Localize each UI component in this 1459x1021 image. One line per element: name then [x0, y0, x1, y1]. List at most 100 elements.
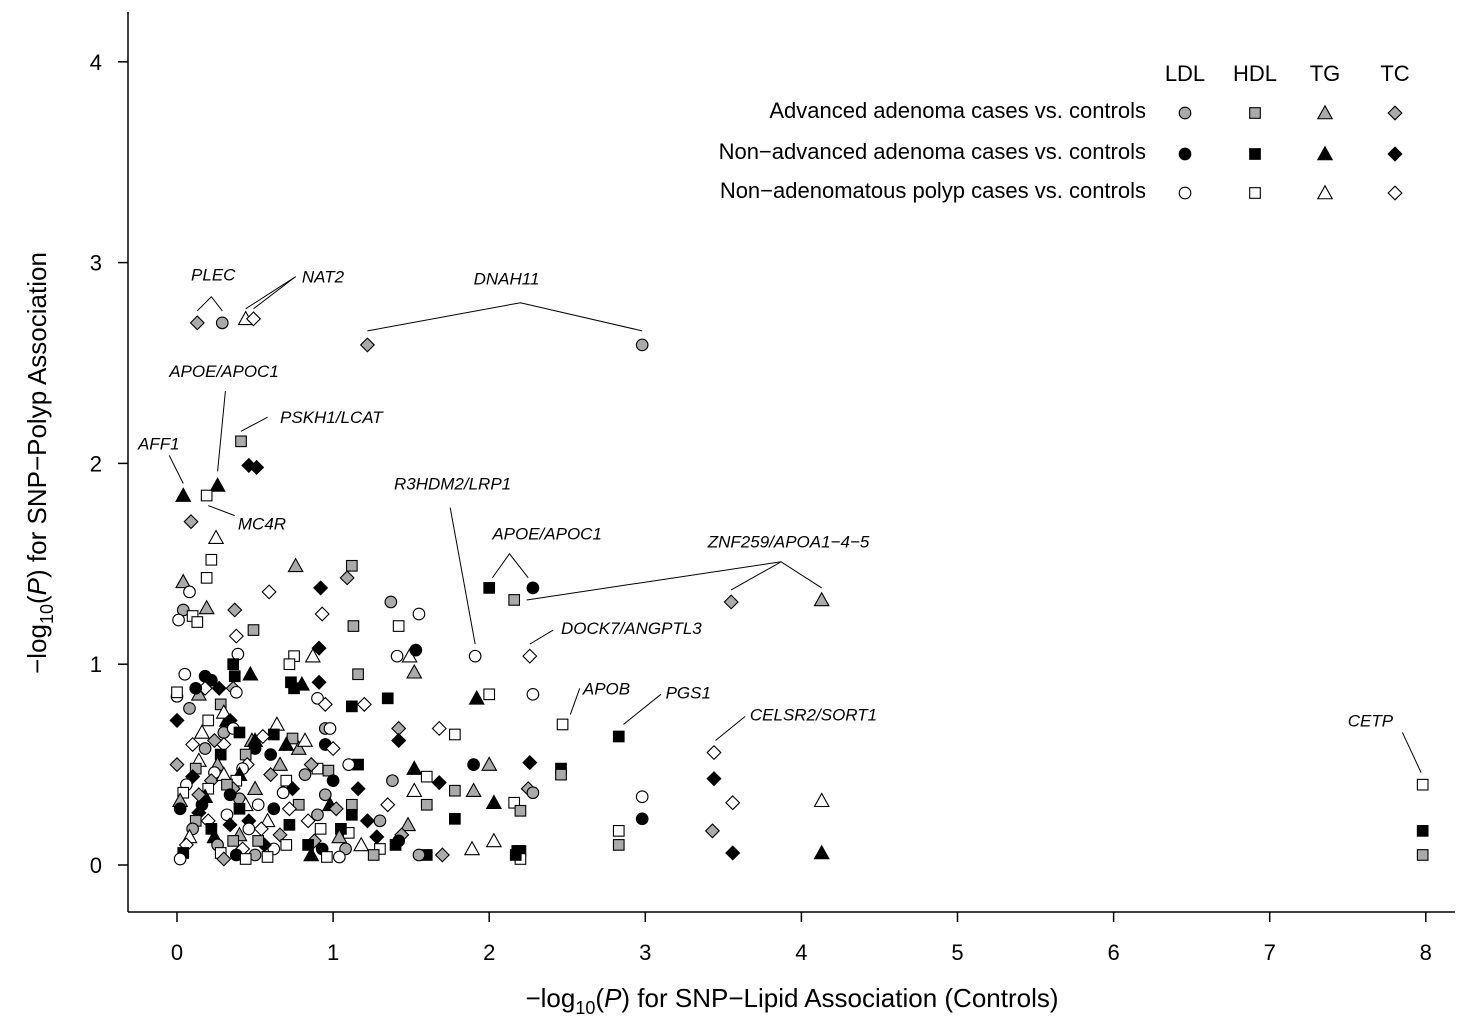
point-tg [278, 736, 295, 751]
point-tg [293, 675, 311, 691]
point-hdl [483, 688, 496, 701]
point-ldl [635, 790, 649, 804]
point-hdl [200, 572, 213, 584]
point-tc [317, 696, 333, 712]
point-ldl [298, 768, 312, 781]
point-ldl [468, 649, 482, 663]
point-hdl [233, 726, 246, 739]
point-tg [399, 816, 417, 832]
point-ldl [386, 774, 399, 788]
point-tc [300, 813, 316, 829]
point-ldl [412, 848, 426, 862]
gene-annotations: PLEC NAT2 DNAH11 APOE/APOC1 PSKH1/LCAT AFF1 MC… [137, 266, 1422, 773]
point-hdl [233, 802, 246, 815]
gene-label: PLEC [191, 266, 236, 285]
point-tc [263, 767, 279, 783]
point-tg [353, 836, 370, 852]
point-hdl [292, 798, 305, 811]
point-tg [463, 840, 481, 856]
point-ldl [172, 613, 185, 627]
legend-marker-circle [1178, 147, 1192, 161]
point-tg [290, 740, 307, 755]
point-tg [331, 828, 348, 844]
point-ldl [467, 758, 480, 771]
point-tc [369, 829, 385, 845]
point-hdl [347, 620, 360, 632]
point-tg [246, 780, 264, 796]
point-tc [350, 781, 366, 797]
point-tc [328, 801, 344, 817]
point-ldl [267, 802, 281, 816]
point-hdl [612, 825, 625, 837]
gene-label: AFF1 [137, 434, 180, 453]
point-hdl [202, 782, 215, 795]
point-tg [259, 812, 276, 828]
point-tc [434, 847, 450, 863]
point-tg [485, 794, 503, 810]
point-tg [304, 647, 321, 663]
point-tc [272, 827, 288, 843]
point-tc [725, 845, 741, 861]
leader-line [529, 629, 554, 645]
point-ldl [264, 748, 278, 761]
point-tc [227, 602, 243, 618]
point-tc [339, 570, 355, 586]
point-hdl [345, 798, 358, 811]
axes: 0 1 2 3 4 5 6 7 8 0 1 2 3 4 [90, 12, 1455, 965]
point-hdl [214, 748, 227, 761]
point-tc [359, 337, 376, 353]
point-hdl [514, 804, 527, 817]
point-hdl [280, 839, 293, 851]
x-axis-title: −log10(P) for SNP−Lipid Association (Con… [525, 983, 1058, 1018]
gene-label: R3HDM2/LRP1 [394, 475, 511, 494]
gene-label: DOCK7/ANGPTL3 [561, 619, 702, 638]
gene-label: APOE/APOC1 [168, 362, 279, 381]
point-tc [303, 757, 319, 773]
legend-column-header: HDL [1233, 61, 1277, 86]
point-ldl [183, 702, 196, 715]
point-hdl [214, 698, 227, 711]
point-ldl [326, 774, 340, 788]
point-tc [169, 757, 185, 773]
point-ldl [526, 786, 540, 800]
point-tc [706, 744, 722, 761]
legend-marker-square [1249, 148, 1261, 160]
point-ldl [173, 802, 187, 816]
point-hdl [374, 843, 386, 855]
point-tg [198, 599, 215, 615]
gene-label: ZNF259/APOA1−4−5 [707, 533, 870, 552]
point-ldl [242, 822, 256, 836]
point-hdl [449, 784, 461, 797]
point-hdl [555, 768, 567, 781]
point-ldl [178, 667, 192, 681]
point-tg [303, 846, 320, 862]
point-tc [725, 795, 741, 811]
legend-column-header: TG [1310, 61, 1341, 86]
point-tc [228, 628, 244, 644]
point-tg [813, 792, 830, 808]
point-tg [268, 716, 286, 731]
point-tg [242, 665, 259, 681]
point-ldl [412, 607, 426, 621]
point-hdl [367, 849, 380, 861]
point-ldl [390, 649, 404, 663]
point-ldl [204, 673, 218, 687]
point-hdl [239, 853, 252, 865]
point-tc [325, 740, 341, 757]
x-tick-label: 7 [1264, 940, 1276, 965]
point-hdl [483, 582, 496, 594]
point-tg [246, 732, 264, 747]
point-hdl [508, 594, 521, 606]
point-hdl [267, 728, 280, 741]
point-hdl [392, 620, 405, 632]
point-tg [813, 844, 830, 860]
point-tg [813, 591, 830, 607]
point-tc [311, 640, 327, 656]
leader-line [245, 276, 296, 310]
point-tc [706, 771, 722, 787]
y-tick-label: 3 [90, 251, 102, 276]
point-hdl [381, 692, 394, 705]
point-ldl [215, 316, 229, 330]
point-hdl [389, 839, 402, 851]
point-hdl [227, 658, 240, 671]
